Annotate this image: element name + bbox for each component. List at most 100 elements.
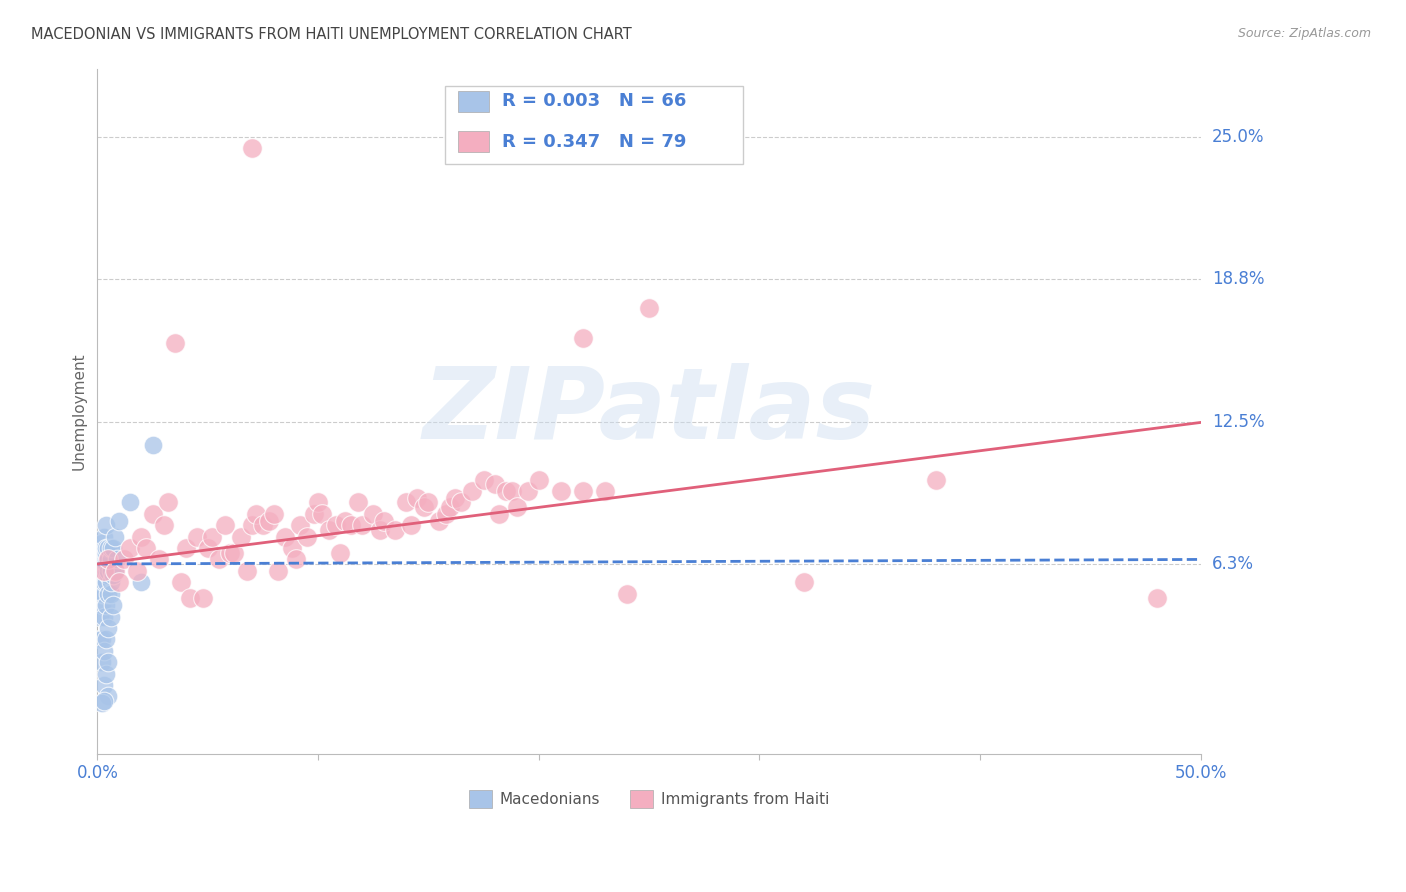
Point (616, 587, 638, 601)
Point (89, 564, 111, 578)
Point (96, 575, 118, 590)
Point (96, 557, 118, 571)
Point (96, 632, 118, 647)
Point (340, 518, 363, 533)
Point (399, 518, 422, 533)
Point (361, 507, 384, 521)
Text: R = 0.347   N = 79: R = 0.347 N = 79 (502, 133, 686, 151)
Point (90, 587, 112, 601)
Point (792, 575, 814, 590)
Point (108, 514, 131, 528)
Point (104, 564, 127, 578)
Text: 6.3%: 6.3% (1212, 555, 1254, 573)
FancyBboxPatch shape (458, 131, 489, 153)
Point (141, 438, 163, 452)
Point (174, 541, 197, 555)
Point (93, 545, 115, 559)
Point (461, 483, 484, 498)
Point (131, 575, 153, 590)
Point (93, 694, 115, 708)
Point (638, 301, 661, 316)
Point (104, 564, 127, 578)
Point (105, 552, 128, 566)
Point (97, 552, 120, 566)
Text: Source: ZipAtlas.com: Source: ZipAtlas.com (1237, 27, 1371, 40)
Point (93, 575, 115, 590)
Point (97, 655, 120, 669)
Point (197, 541, 219, 555)
Point (90, 557, 112, 571)
Point (333, 514, 356, 528)
Point (439, 500, 461, 514)
Point (97, 690, 120, 704)
Point (96, 666, 118, 681)
Point (97, 541, 120, 555)
Point (89, 632, 111, 647)
Point (96, 598, 118, 612)
Point (97, 552, 120, 566)
Point (120, 495, 142, 509)
Point (97, 621, 120, 635)
Point (89, 564, 111, 578)
Point (193, 591, 215, 606)
Point (96, 541, 118, 555)
Point (152, 518, 174, 533)
Point (100, 575, 122, 590)
Point (384, 523, 406, 537)
Point (93, 564, 115, 578)
Point (100, 541, 122, 555)
Point (302, 507, 325, 521)
Point (267, 564, 290, 578)
Point (93, 552, 115, 566)
Point (93, 557, 115, 571)
Point (90, 552, 112, 566)
Point (593, 483, 616, 498)
Point (245, 507, 267, 521)
Point (89, 559, 111, 574)
Point (368, 523, 391, 537)
Point (97, 587, 120, 601)
Point (263, 507, 285, 521)
Point (236, 564, 259, 578)
Point (572, 331, 595, 345)
Text: 12.5%: 12.5% (1212, 413, 1264, 432)
Point (101, 541, 124, 555)
Y-axis label: Unemployment: Unemployment (72, 352, 86, 470)
Point (472, 473, 495, 487)
Point (156, 495, 179, 509)
Point (229, 530, 252, 544)
Point (89, 552, 111, 566)
Legend: Macedonians, Immigrants from Haiti: Macedonians, Immigrants from Haiti (463, 783, 835, 814)
Point (90, 632, 112, 647)
Point (90, 536, 112, 550)
Point (284, 552, 307, 566)
FancyBboxPatch shape (444, 86, 742, 164)
FancyBboxPatch shape (458, 91, 489, 112)
Point (395, 495, 418, 509)
Point (97, 564, 120, 578)
Point (90, 598, 112, 612)
Point (101, 598, 124, 612)
Point (218, 545, 240, 559)
Point (93, 530, 115, 544)
Point (444, 491, 467, 505)
Point (90, 655, 112, 669)
Point (96, 552, 118, 566)
Point (104, 530, 127, 544)
Point (100, 552, 122, 566)
Point (527, 473, 550, 487)
Point (89, 609, 111, 624)
Point (96, 564, 118, 578)
Point (170, 575, 193, 590)
Point (450, 495, 472, 509)
Point (290, 518, 312, 533)
Point (429, 514, 451, 528)
Point (90, 696, 112, 710)
Point (90, 545, 112, 559)
Point (572, 483, 595, 498)
Point (373, 514, 395, 528)
Point (93, 609, 115, 624)
Point (252, 518, 274, 533)
Point (100, 564, 122, 578)
Point (90, 575, 112, 590)
